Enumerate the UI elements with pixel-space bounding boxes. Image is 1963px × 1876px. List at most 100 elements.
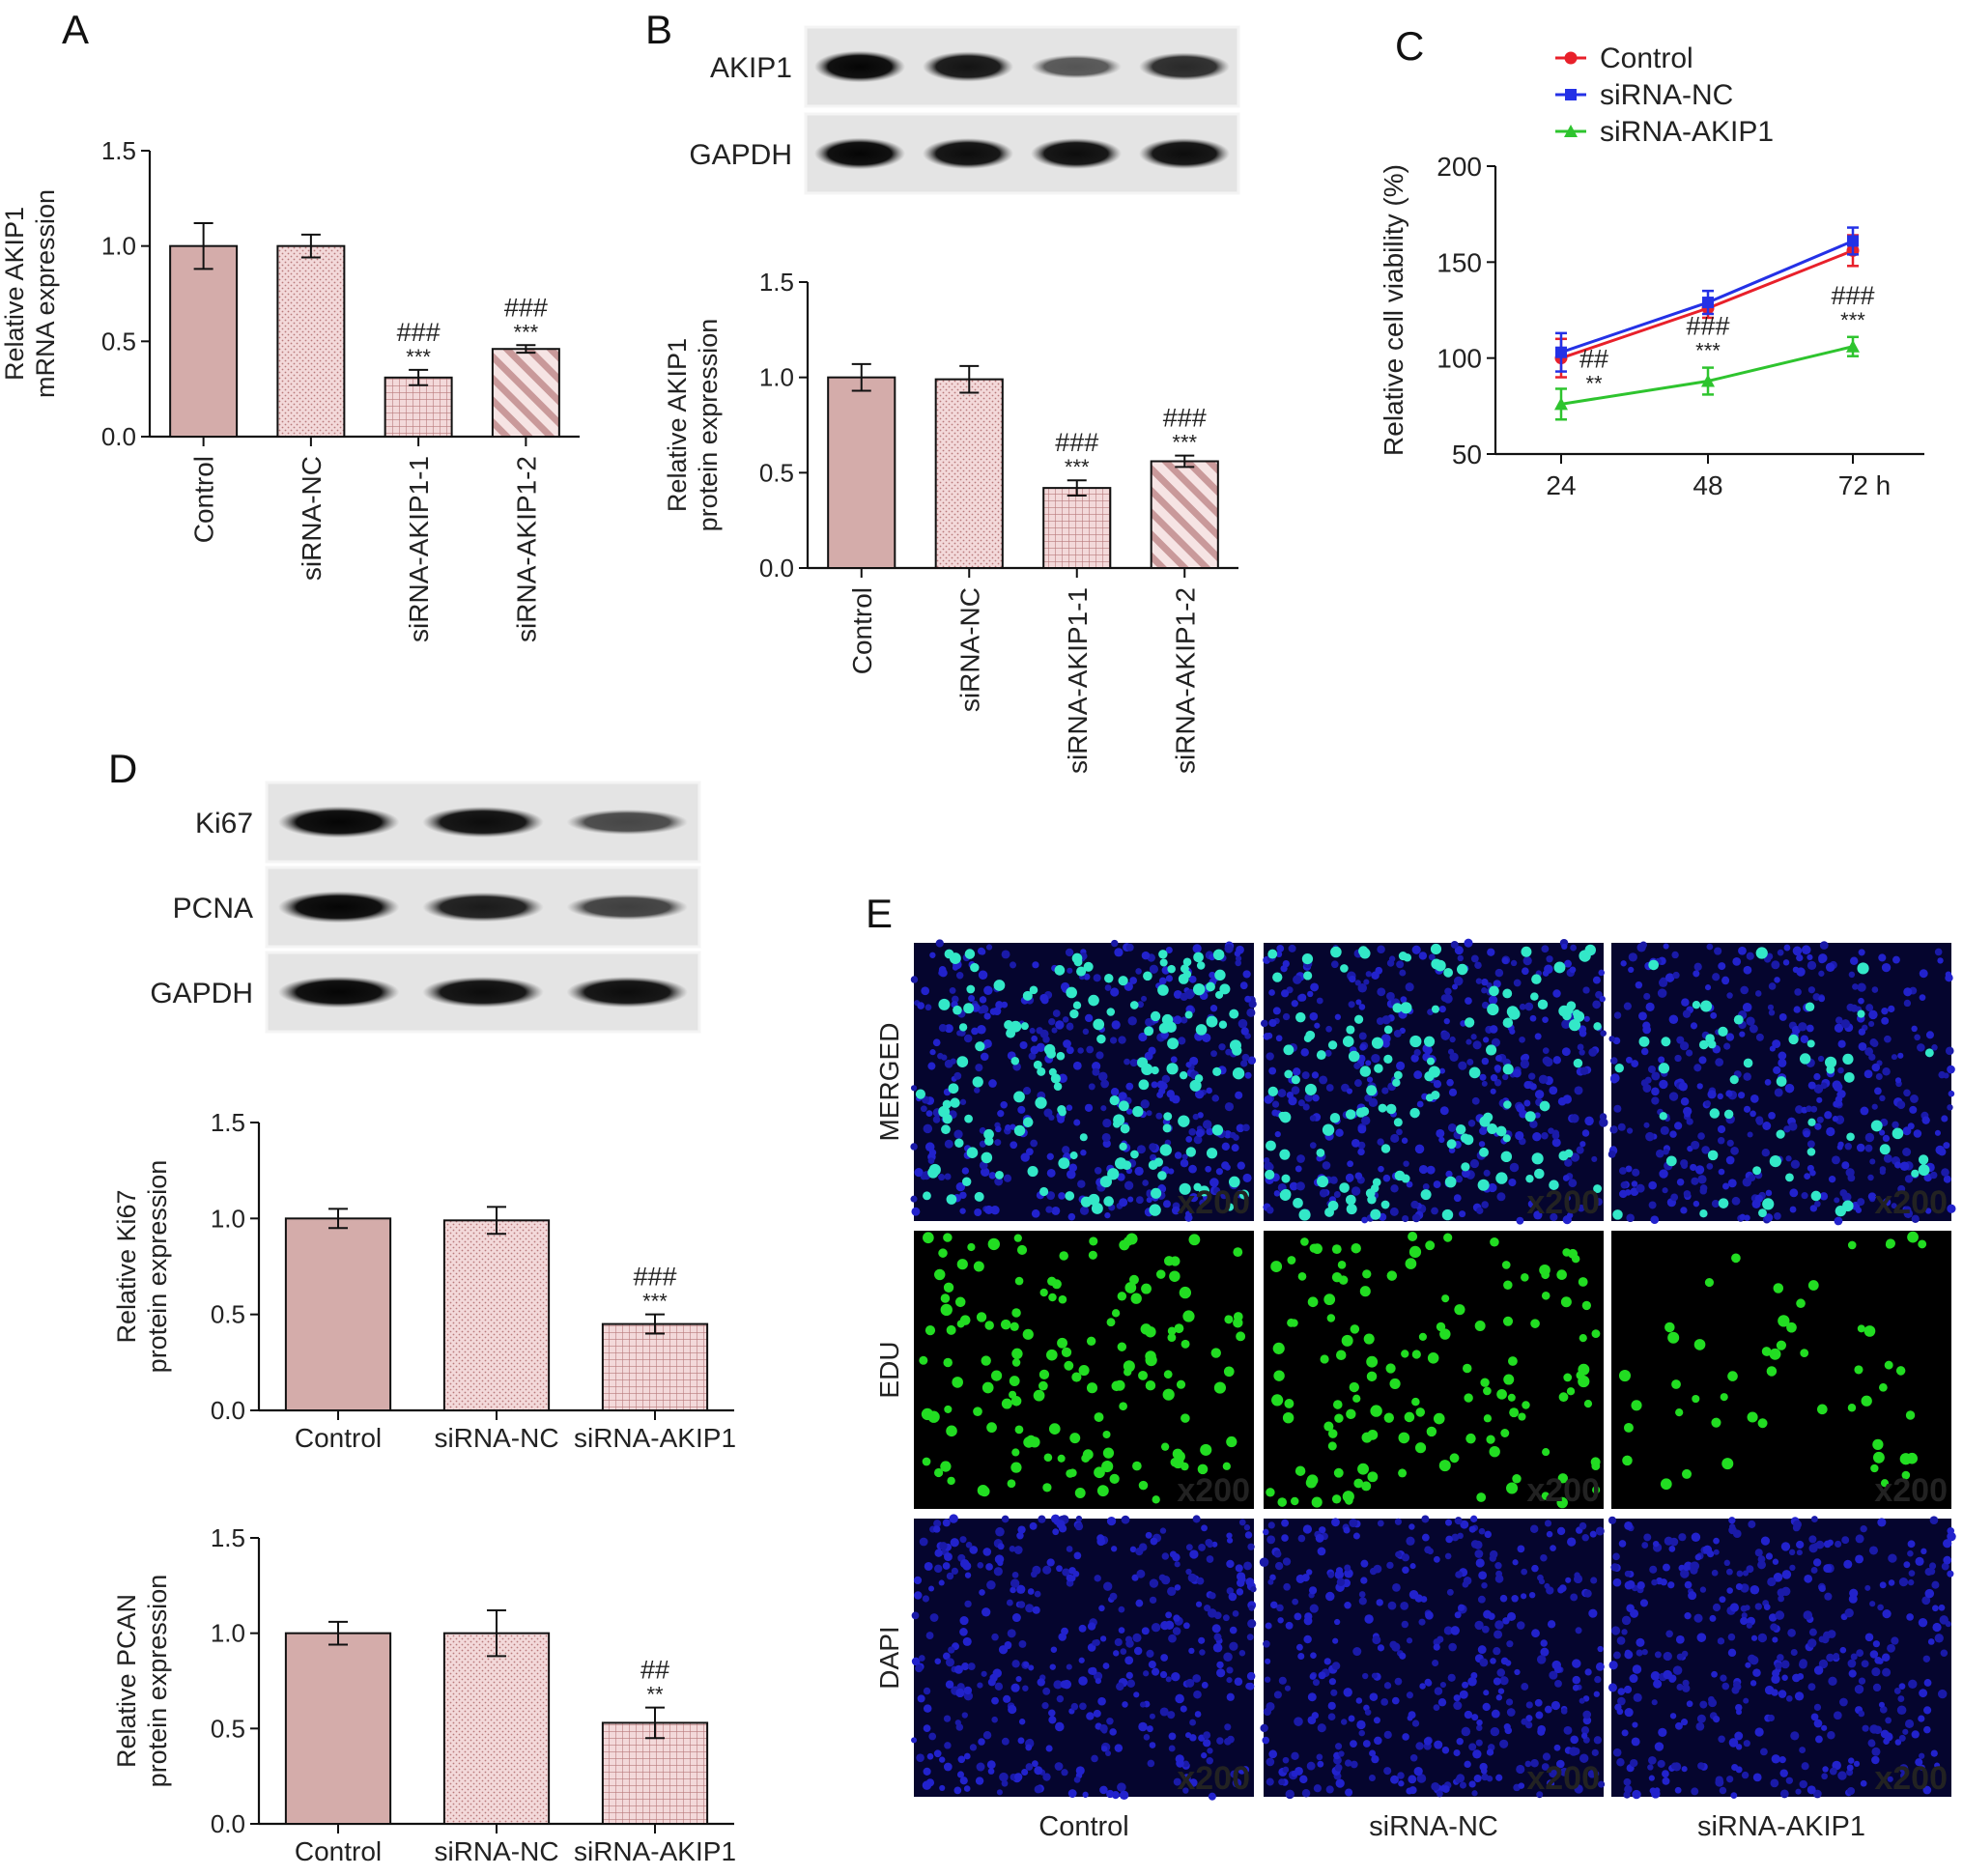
nucleus-dot [1765, 1552, 1774, 1560]
nucleus-dot [1129, 1059, 1138, 1067]
edu-dot [1842, 1053, 1854, 1066]
edu-dot [1294, 1465, 1306, 1476]
edu-dot [1061, 1347, 1072, 1357]
nucleus-dot [1652, 1540, 1660, 1548]
edu-dot [1531, 974, 1542, 984]
edu-dot [1129, 1001, 1139, 1009]
edu-dot [1162, 1123, 1172, 1133]
nucleus-dot [1288, 944, 1296, 952]
nucleus-dot [1547, 1620, 1556, 1629]
nucleus-dot [1236, 1572, 1246, 1581]
nucleus-dot [1773, 1066, 1781, 1074]
nucleus-dot [1481, 1201, 1489, 1208]
edu-dot [1271, 1394, 1284, 1407]
nucleus-dot [1421, 1515, 1430, 1523]
edu-dot [1486, 1435, 1495, 1444]
edu-dot [1345, 1109, 1356, 1120]
nucleus-dot [1006, 1599, 1013, 1606]
nucleus-dot [1105, 1749, 1112, 1757]
bar [442, 1219, 551, 1411]
nucleus-dot [1017, 1737, 1025, 1745]
nucleus-dot [1165, 946, 1173, 954]
nucleus-dot [1529, 1524, 1539, 1533]
nucleus-dot [1495, 1694, 1503, 1701]
edu-dot [1578, 1363, 1590, 1376]
nucleus-dot [1718, 1168, 1725, 1176]
nucleus-dot [1022, 1087, 1032, 1095]
significance-hash: ## [1579, 344, 1608, 373]
edu-dot [1393, 1118, 1403, 1127]
nucleus-dot [1659, 1079, 1668, 1090]
nucleus-dot [964, 1600, 972, 1608]
nucleus-dot [1676, 1178, 1685, 1186]
nucleus-dot [961, 1167, 970, 1175]
edu-dot [987, 1237, 1000, 1251]
nucleus-dot [1691, 1140, 1700, 1150]
nucleus-dot [1192, 944, 1202, 953]
nucleus-dot [1232, 1778, 1242, 1788]
nucleus-dot [1317, 1760, 1324, 1768]
edu-dot [1443, 1233, 1453, 1242]
nucleus-dot [1864, 1584, 1871, 1591]
nucleus-dot [1871, 1103, 1878, 1110]
nucleus-dot [1570, 1114, 1579, 1123]
edu-dot [1179, 1182, 1191, 1195]
nucleus-dot [929, 1049, 936, 1056]
nucleus-dot [1235, 959, 1242, 967]
edu-dot [976, 1312, 987, 1322]
edu-dot [1330, 946, 1342, 958]
edu-dot [1476, 1492, 1487, 1502]
nucleus-dot [1092, 1639, 1098, 1646]
edu-dot [1124, 1368, 1132, 1377]
nucleus-dot [1378, 1165, 1384, 1173]
nucleus-dot [1502, 1073, 1509, 1081]
nucleus-dot [1755, 1033, 1764, 1041]
edu-dot [1367, 1471, 1379, 1483]
nucleus-dot [1160, 1654, 1169, 1662]
edu-dot [1502, 1064, 1514, 1075]
nucleus-dot [1636, 1649, 1643, 1657]
nucleus-dot [1823, 1540, 1832, 1549]
nucleus-dot [1657, 988, 1667, 998]
edu-dot [1224, 1315, 1234, 1324]
nucleus-dot [1587, 1770, 1597, 1778]
edu-dot [1058, 1157, 1070, 1170]
nucleus-dot [981, 1670, 987, 1677]
edu-dot [1486, 1044, 1497, 1056]
edu-dot [1525, 1174, 1534, 1183]
nucleus-dot [1490, 1726, 1500, 1737]
nucleus-dot [1331, 1662, 1341, 1670]
nucleus-dot [1224, 1723, 1232, 1731]
nucleus-dot [1482, 1037, 1490, 1043]
nucleus-dot [1625, 1056, 1633, 1064]
nucleus-dot [991, 1696, 999, 1705]
marker-square [1555, 346, 1567, 358]
nucleus-dot [1932, 1622, 1942, 1633]
nucleus-dot [1221, 1161, 1230, 1170]
nucleus-dot [1440, 1031, 1451, 1040]
nucleus-dot [1877, 1518, 1887, 1527]
nucleus-dot [1118, 1606, 1125, 1613]
nucleus-dot [1114, 1637, 1123, 1647]
nucleus-dot [1497, 1688, 1505, 1694]
nucleus-dot [1444, 1552, 1452, 1560]
edu-dot [1029, 1436, 1040, 1448]
nucleus-dot [1328, 1678, 1336, 1686]
edu-dot [1167, 1037, 1180, 1050]
nucleus-dot [1923, 1725, 1931, 1734]
nucleus-dot [1888, 1579, 1895, 1586]
nucleus-dot [1381, 1015, 1391, 1025]
edu-dot [1700, 1000, 1713, 1012]
edu-dot [1138, 1370, 1149, 1380]
edu-dot [1305, 1030, 1316, 1040]
nucleus-dot [934, 1658, 942, 1664]
nucleus-dot [1512, 1068, 1522, 1078]
blot-strip-edge [265, 781, 701, 864]
blot-band [277, 806, 400, 839]
nucleus-dot [1630, 1758, 1638, 1768]
nucleus-dot [1299, 1775, 1308, 1784]
nucleus-dot [1077, 1047, 1084, 1054]
nucleus-dot [1167, 1711, 1176, 1720]
nucleus-dot [1479, 1126, 1488, 1135]
